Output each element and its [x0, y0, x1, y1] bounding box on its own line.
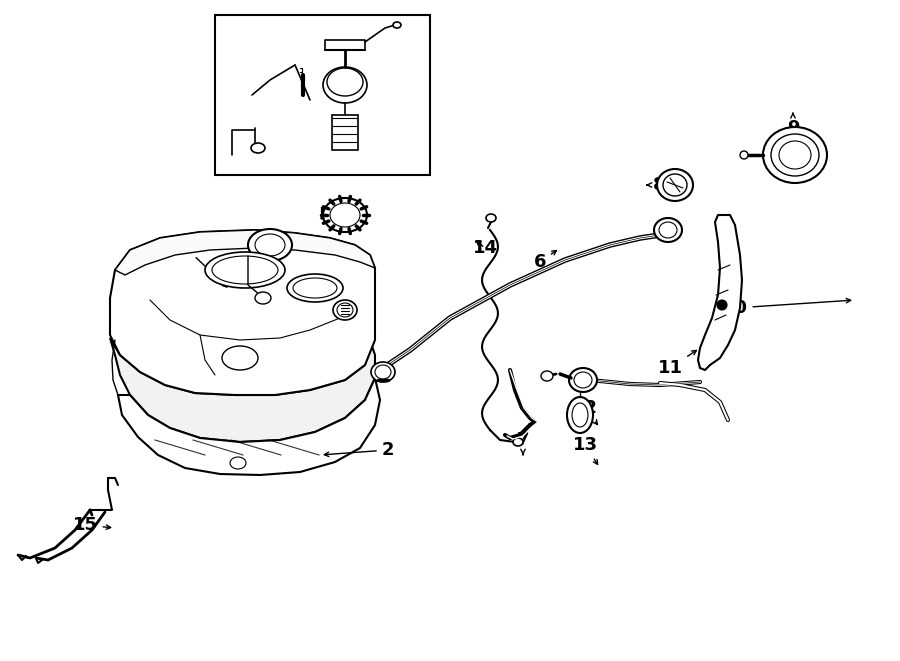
Ellipse shape	[293, 278, 337, 298]
Polygon shape	[698, 215, 742, 370]
Text: 6: 6	[534, 251, 556, 271]
Ellipse shape	[323, 198, 367, 232]
Ellipse shape	[222, 346, 258, 370]
Ellipse shape	[205, 252, 285, 288]
Polygon shape	[118, 378, 380, 475]
Text: 14: 14	[472, 239, 498, 257]
Text: 11: 11	[658, 350, 697, 377]
Ellipse shape	[212, 256, 278, 284]
Ellipse shape	[375, 365, 391, 379]
Text: 10: 10	[723, 298, 850, 317]
Ellipse shape	[717, 300, 727, 310]
Ellipse shape	[659, 222, 677, 238]
Bar	[332, 115, 358, 150]
Ellipse shape	[572, 403, 588, 427]
Ellipse shape	[486, 214, 496, 222]
Ellipse shape	[657, 169, 693, 201]
Ellipse shape	[251, 143, 265, 153]
Polygon shape	[115, 230, 375, 275]
Ellipse shape	[255, 234, 285, 256]
Polygon shape	[110, 230, 375, 395]
Ellipse shape	[763, 127, 827, 183]
Ellipse shape	[654, 218, 682, 242]
Ellipse shape	[255, 292, 271, 304]
Ellipse shape	[740, 151, 748, 159]
Ellipse shape	[574, 372, 592, 388]
Text: 3: 3	[415, 86, 428, 104]
Ellipse shape	[541, 371, 553, 381]
Text: 15: 15	[73, 516, 111, 534]
Ellipse shape	[323, 67, 367, 103]
Polygon shape	[110, 338, 375, 442]
Ellipse shape	[287, 274, 343, 302]
Ellipse shape	[327, 68, 363, 96]
Text: 12: 12	[572, 399, 598, 424]
Text: 8: 8	[647, 176, 665, 194]
Ellipse shape	[771, 134, 819, 176]
Text: 9: 9	[787, 113, 799, 137]
Ellipse shape	[567, 397, 593, 433]
Text: 1: 1	[179, 238, 227, 287]
Bar	[215, 15, 430, 175]
Text: 13: 13	[572, 436, 598, 465]
Text: 7: 7	[517, 431, 529, 455]
Text: 4: 4	[239, 236, 258, 254]
Ellipse shape	[337, 303, 353, 317]
Ellipse shape	[230, 457, 246, 469]
Ellipse shape	[569, 368, 597, 392]
Text: 2: 2	[324, 441, 394, 459]
Ellipse shape	[248, 229, 292, 261]
Text: 5: 5	[319, 206, 331, 224]
Ellipse shape	[330, 203, 360, 227]
Ellipse shape	[779, 141, 811, 169]
Ellipse shape	[393, 22, 401, 28]
Ellipse shape	[513, 438, 523, 446]
Ellipse shape	[663, 174, 687, 196]
Ellipse shape	[333, 300, 357, 320]
Ellipse shape	[371, 362, 395, 382]
